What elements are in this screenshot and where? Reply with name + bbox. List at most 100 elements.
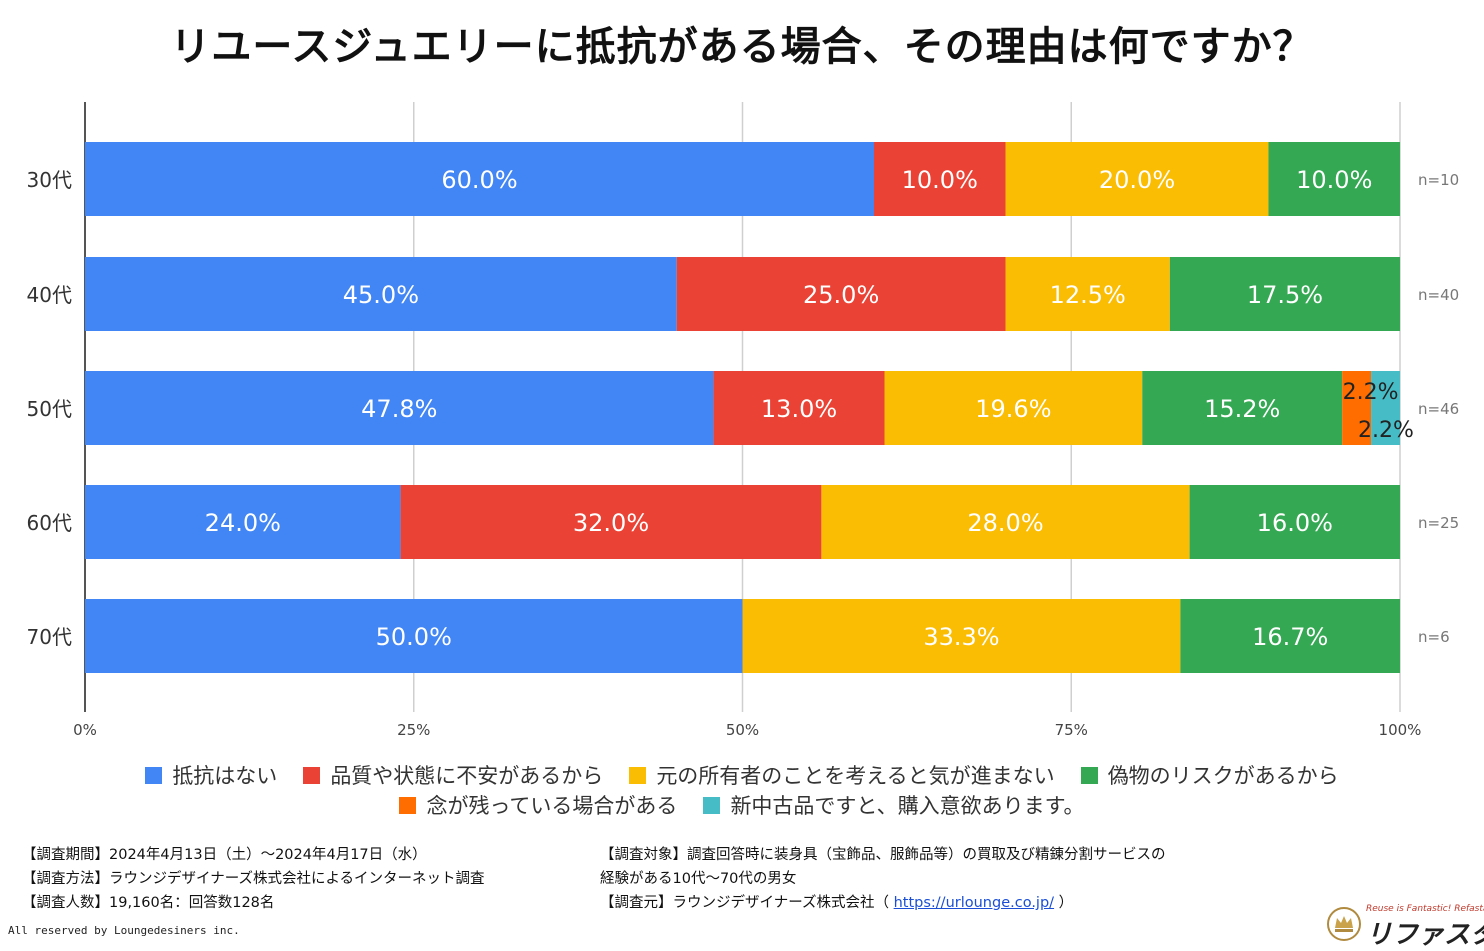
bar-segment [1142,371,1343,445]
note-source: 【調査元】ラウンジデザイナーズ株式会社（ https://urlounge.co… [600,891,1166,915]
legend-swatch [1080,766,1098,784]
data-label: 33.3% [923,623,999,651]
bar-segment [1268,142,1400,216]
bar-segment [85,371,714,445]
data-label: 2.2% [1358,418,1414,443]
data-label: 45.0% [343,281,419,309]
x-tick-label: 0% [73,721,97,739]
sample-size-label: n=46 [1418,400,1459,418]
bar-segment [1371,371,1400,445]
sample-size-labels: n=10 n=40 n=46 n=25 n=6 [1418,171,1459,646]
legend-item: 元の所有者のことを考えると気が進まない [629,760,1055,790]
x-tick-label: 75% [1055,721,1088,739]
bar-segment [1169,257,1400,331]
sample-size-label: n=25 [1418,514,1459,532]
data-label: 28.0% [967,509,1043,537]
category-label: 70代 [27,625,72,649]
data-label: 10.0% [1296,166,1372,194]
data-label: 60.0% [441,166,517,194]
bar-segments [85,142,1400,673]
sample-size-label: n=40 [1418,286,1459,304]
bar-segment [85,142,874,216]
legend-item: 偽物のリスクがあるから [1080,760,1339,790]
bar-segment [676,257,1006,331]
data-label: 50.0% [376,623,452,651]
data-label: 20.0% [1099,166,1175,194]
data-label: 32.0% [573,509,649,537]
chart-title: リユースジュエリーに抵抗がある場合、その理由は何ですか？ [170,24,1314,70]
legend-row-1: 抵抗はない 品質や状態に不安があるから 元の所有者のことを考えると気が進まない 偽物の… [0,760,1484,790]
logo-wordmark: リファスタ® [1366,914,1484,951]
data-label: 24.0% [205,509,281,537]
copyright-text: All reserved by Loungedesiners inc. [8,924,240,937]
category-label: 60代 [27,511,72,535]
legend-label: 新中古品ですと、購入意欲あります。 [730,794,1085,818]
bar-segment [713,371,885,445]
bar-segment [1342,371,1372,445]
data-label: 12.5% [1050,281,1126,309]
bar-segment [1005,142,1269,216]
source-link[interactable]: https://urlounge.co.jp/ [893,895,1055,911]
bar-segment [742,599,1181,673]
legend-swatch [399,796,417,814]
bar-segment [400,485,822,559]
note-target-1: 【調査対象】調査回答時に装身具（宝飾品、服飾品等）の買取及び精錬分割サービスの [600,847,1166,863]
category-label: 30代 [27,168,72,192]
bar-segment [1005,257,1170,331]
logo-word-text: リファスタ [1366,920,1484,950]
legend-label: 品質や状態に不安があるから [330,764,604,788]
data-label: 19.6% [975,395,1051,423]
sample-size-label: n=10 [1418,171,1459,189]
category-label: 40代 [27,283,72,307]
bar-segment [85,599,743,673]
legend-swatch [629,766,647,784]
data-label: 10.0% [902,166,978,194]
note-target-2: 経験がある10代～70代の男女 [600,871,797,887]
legend-label: 元の所有者のことを考えると気が進まない [656,764,1055,788]
x-tick-label: 25% [397,721,430,739]
bar-segment [1180,599,1400,673]
crown-emblem-icon [1327,907,1361,941]
survey-notes-right: 【調査対象】調査回答時に装身具（宝飾品、服飾品等）の買取及び精錬分割サービスの … [600,843,1166,915]
legend-item: 新中古品ですと、購入意欲あります。 [703,790,1085,820]
legend-item: 品質や状態に不安があるから [303,760,603,790]
note-source-prefix: 【調査元】ラウンジデザイナーズ株式会社（ [600,895,894,911]
category-label: 50代 [27,397,72,421]
data-label: 25.0% [803,281,879,309]
data-labels: 60.0% 10.0% 20.0% 10.0% 45.0% 25.0% 12.5% 17.5%… [205,166,1414,651]
data-label: 47.8% [361,395,437,423]
bar-segment [1189,485,1400,559]
bar-segment [85,257,677,331]
note-count: 【調査人数】19,160名：回答数128名 [22,895,275,911]
stacked-bar-chart: 60.0% 10.0% 20.0% 10.0% 45.0% 25.0% 12.5% 17.5%… [27,102,1459,739]
data-label: 13.0% [761,395,837,423]
brand-logo: Reuse is Fantastic! Refasta リファスタ® [1326,902,1484,950]
x-tick-labels: 0% 25% 50% 75% 100% [73,721,1421,739]
note-method: 【調査方法】ラウンジデザイナーズ株式会社によるインターネット調査 [22,871,485,887]
data-label: 2.2% [1343,380,1399,405]
bar-segment [874,142,1006,216]
logo-tagline: Reuse is Fantastic! Refasta [1366,904,1484,914]
bar-segment [821,485,1190,559]
legend-label: 抵抗はない [172,764,278,788]
x-tick-label: 50% [726,721,759,739]
legend-row-2: 念が残っている場合がある 新中古品ですと、購入意欲あります。 [0,790,1484,820]
bar-segment [85,485,401,559]
data-label: 16.7% [1252,623,1328,651]
note-period: 【調査期間】2024年4月13日（土）～2024年4月17日（水） [22,847,427,863]
data-label: 15.2% [1204,395,1280,423]
note-source-suffix: ） [1054,895,1074,911]
legend-label: 偽物のリスクがあるから [1107,764,1339,788]
legend-swatch [303,766,321,784]
category-labels: 30代 40代 50代 60代 70代 [27,168,72,649]
legend-label: 念が残っている場合がある [426,794,678,818]
sample-size-label: n=6 [1418,628,1450,646]
survey-notes-left: 【調査期間】2024年4月13日（土）～2024年4月17日（水） 【調査方法】… [22,843,485,915]
legend-swatch [145,766,163,784]
legend-item: 念が残っている場合がある [399,790,677,820]
legend-item: 抵抗はない [145,760,277,790]
data-label: 16.0% [1257,509,1333,537]
bar-segment [884,371,1143,445]
legend-swatch [703,796,721,814]
x-tick-label: 100% [1379,721,1422,739]
